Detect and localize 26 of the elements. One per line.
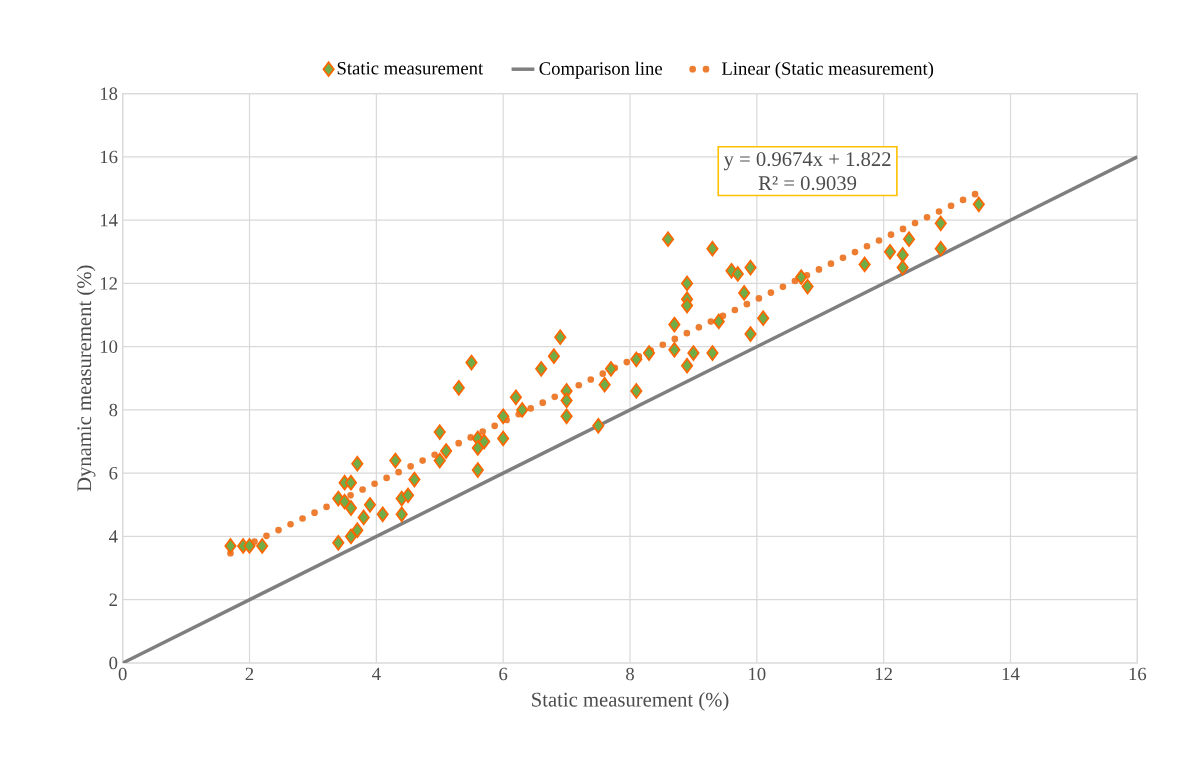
y-axis-title: Dynamic measurement (%) — [76, 265, 96, 492]
x-tick-label: 6 — [499, 667, 508, 681]
x-tick-label: 2 — [245, 667, 254, 681]
legend-label: Linear (Static measurement) — [721, 61, 934, 79]
y-tick-label: 16 — [100, 150, 118, 164]
y-tick-label: 8 — [109, 403, 118, 417]
x-tick-label: 14 — [1002, 667, 1020, 681]
x-tick-label: 12 — [875, 667, 892, 681]
y-tick-label: 4 — [108, 530, 118, 543]
y-tick-label: 12 — [100, 277, 117, 290]
annotation: y = 0.9674x + 1.822 — [723, 152, 891, 171]
x-tick-label: 16 — [1129, 667, 1147, 681]
legend-label: Static measurement — [337, 62, 484, 75]
x-axis-title: Static measurement (%) — [532, 692, 729, 711]
annotation: R² = 0.9039 — [758, 176, 857, 191]
y-tick-label: 14 — [100, 214, 118, 227]
y-tick-label: 10 — [100, 340, 118, 353]
y-tick-label: 2 — [109, 593, 117, 606]
y-tick-label: 18 — [100, 87, 118, 100]
x-tick-label: 8 — [626, 667, 634, 681]
x-tick-label: 0 — [118, 667, 127, 681]
y-tick-label: 0 — [109, 656, 118, 670]
x-tick-label: 10 — [749, 667, 766, 681]
x-tick-label: 4 — [372, 667, 381, 680]
y-tick-label: 6 — [109, 466, 118, 480]
legend-label: Comparison line — [539, 61, 663, 79]
